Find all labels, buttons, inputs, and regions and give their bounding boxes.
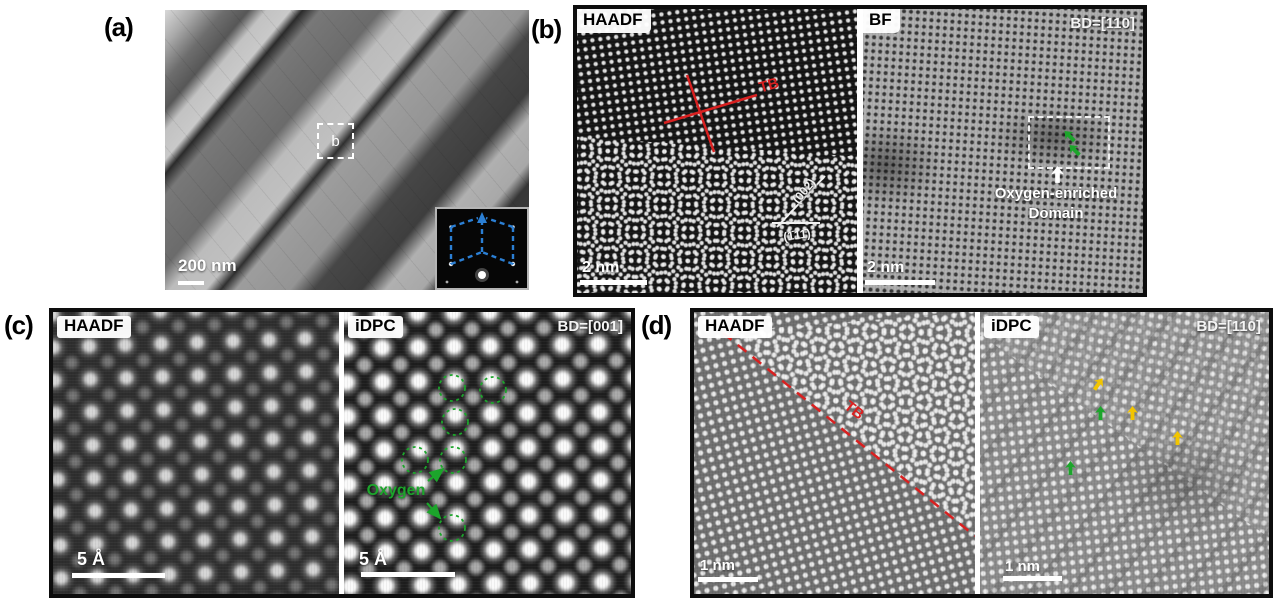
yellow-arrow-icon bbox=[1172, 431, 1183, 445]
panel-a-scale-bar bbox=[178, 281, 204, 285]
panel-d-label: (d) bbox=[641, 310, 672, 340]
panel-c-haadf-image: HAADF 5 Å bbox=[53, 312, 339, 594]
green-arrow-icon bbox=[1065, 461, 1076, 475]
panel-c-idpc-grain bbox=[344, 312, 631, 594]
panel-b-haadf-grain bbox=[577, 9, 857, 293]
panel-b-right-scale-bar bbox=[865, 280, 935, 285]
panel-b-left-scale-bar bbox=[580, 280, 647, 285]
green-arrow-icon bbox=[1064, 131, 1076, 143]
panel-b-bf-smudges bbox=[863, 9, 1143, 293]
roi-box-b: b bbox=[317, 123, 354, 159]
panel-b-haadf-image: TB (002) (1̄11̄) HAADF 2 nm bbox=[577, 9, 857, 293]
panel-d-haadf-image: TB HAADF 1 nm bbox=[694, 312, 975, 594]
beam-direction-label-d: BD=[110] bbox=[1196, 318, 1261, 335]
panel-c-label: (c) bbox=[4, 310, 34, 340]
panel-b-right-scale-text: 2 nm bbox=[867, 259, 905, 276]
panel-d-idpc-grain bbox=[980, 312, 1269, 594]
mode-label-haadf-c: HAADF bbox=[57, 316, 131, 338]
beam-direction-label-c: BD=[001] bbox=[557, 318, 623, 335]
mode-label-idpc-d: iDPC bbox=[984, 316, 1039, 338]
diffraction-pattern-inset bbox=[435, 207, 529, 290]
panel-c-frame: HAADF 5 Å bbox=[49, 308, 635, 598]
panel-c-right-scale-text: 5 Å bbox=[359, 549, 388, 569]
panel-c-haadf-grain bbox=[53, 312, 339, 594]
oxygen-domain-roi-box bbox=[1028, 116, 1110, 169]
green-arrow-icon bbox=[1095, 406, 1106, 420]
panel-a-tem-image: b 200 nm bbox=[165, 10, 529, 290]
yellow-arrow-icon bbox=[1092, 378, 1103, 391]
mode-label-haadf-b: HAADF bbox=[577, 9, 651, 33]
panel-d-idpc-streaks bbox=[980, 312, 1269, 594]
mode-label-haadf-d: HAADF bbox=[698, 316, 772, 338]
oxygen-label: Oxygen bbox=[366, 482, 426, 499]
mode-label-bf: BF bbox=[863, 9, 900, 33]
panel-b-label: (b) bbox=[531, 14, 562, 44]
panel-c-right-scale-bar bbox=[361, 572, 455, 577]
yellow-arrow-icon bbox=[1127, 406, 1138, 420]
diffraction-pattern-graphic bbox=[445, 212, 519, 284]
panel-b-bf-grain bbox=[863, 9, 1143, 293]
panel-d-left-scale-text: 1 nm bbox=[700, 557, 736, 574]
panel-d-haadf-grain bbox=[694, 312, 975, 594]
panel-d-idpc-image: iDPC BD=[110] 1 nm bbox=[980, 312, 1269, 594]
panel-d-frame: TB HAADF 1 nm bbox=[690, 308, 1273, 598]
white-up-arrow-icon bbox=[1051, 166, 1064, 183]
mode-label-idpc-c: iDPC bbox=[348, 316, 403, 338]
panel-d-left-scale-bar bbox=[698, 577, 758, 582]
panel-d-right-scale-bar bbox=[1003, 576, 1062, 581]
panel-b-bf-image: Oxygen-enriched Domain BF BD=[110] 2 nm bbox=[863, 9, 1143, 293]
panel-a-scale-text: 200 nm bbox=[178, 256, 237, 275]
oxygen-enriched-domain-label-line2: Domain bbox=[1028, 205, 1084, 222]
panel-c-idpc-image: Oxygen iDPC BD=[001] 5 Å bbox=[344, 312, 631, 594]
beam-direction-label-b: BD=[110] bbox=[1070, 15, 1135, 32]
panel-a-label: (a) bbox=[104, 12, 134, 42]
green-arrow-icon bbox=[1069, 145, 1081, 157]
panel-b-frame: TB (002) (1̄11̄) HAADF 2 nm Oxygen-enric… bbox=[573, 5, 1147, 297]
panel-c-left-scale-bar bbox=[72, 573, 165, 578]
panel-c-left-scale-text: 5 Å bbox=[77, 549, 106, 569]
oxygen-enriched-domain-label-line1: Oxygen-enriched bbox=[994, 185, 1118, 202]
roi-box-b-label: b bbox=[331, 132, 340, 150]
panel-d-right-scale-text: 1 nm bbox=[1005, 558, 1041, 575]
panel-b-left-scale-text: 2 nm bbox=[582, 259, 620, 276]
